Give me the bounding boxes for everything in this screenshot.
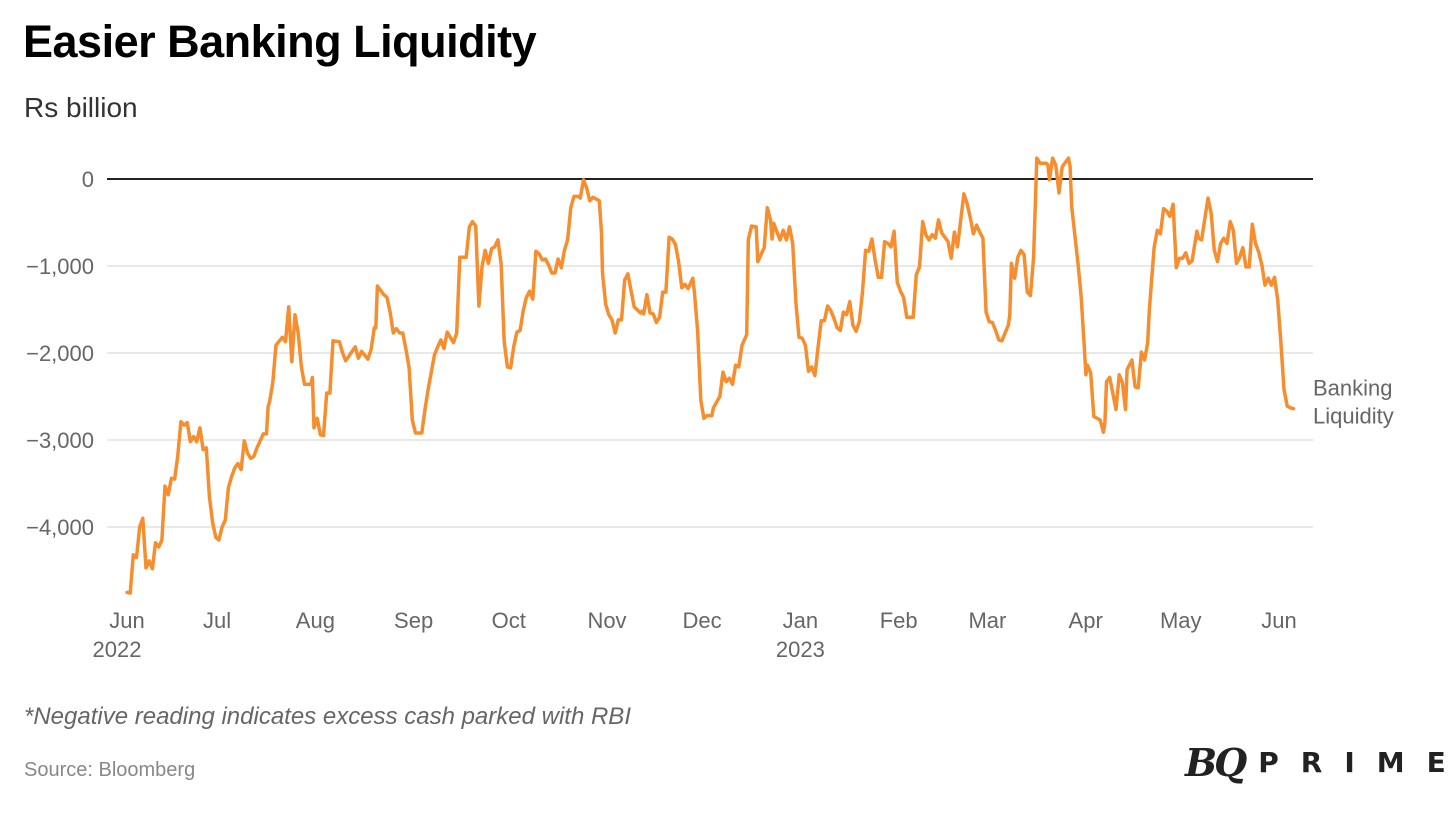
- x-axis-tick-labels: Jun 2022 Jul Aug Sep Oct Nov Dec Jan 2023 Feb Mar Ap…: [93, 608, 1297, 662]
- y-tick-label: −2,000: [26, 341, 94, 366]
- chart-subtitle: Rs billion: [24, 92, 138, 123]
- gridlines: [107, 178, 1313, 528]
- series-line-banking-liquidity: [125, 156, 1296, 595]
- x-tick-label: May: [1160, 608, 1202, 633]
- series-label: Liquidity: [1313, 404, 1394, 429]
- y-axis-tick-labels: 0 −1,000 −2,000 −3,000 −4,000: [26, 167, 94, 540]
- x-tick-label: Dec: [683, 608, 722, 633]
- x-tick-label: Apr: [1069, 608, 1103, 633]
- source-note: Source: Bloomberg: [24, 759, 196, 781]
- x-tick-label: Sep: [394, 608, 433, 633]
- x-tick-label: Aug: [296, 608, 335, 633]
- series-label: Banking: [1313, 376, 1393, 401]
- y-tick-label: −1,000: [26, 254, 94, 279]
- x-tick-label: Jun: [109, 608, 144, 633]
- chart-title: Easier Banking Liquidity: [23, 16, 537, 67]
- y-tick-label: −4,000: [26, 515, 94, 540]
- x-tick-year-label: 2023: [776, 637, 825, 662]
- series-labels: Banking Liquidity: [1313, 376, 1394, 429]
- x-tick-label: Mar: [968, 608, 1006, 633]
- x-tick-label: Nov: [587, 608, 626, 633]
- y-tick-label: −3,000: [26, 428, 94, 453]
- x-tick-label: Jan: [783, 608, 818, 633]
- footnote: *Negative reading indicates excess cash …: [24, 703, 631, 730]
- x-tick-label: Jun: [1261, 608, 1296, 633]
- x-tick-year-label: 2022: [93, 637, 142, 662]
- logo-mark: BQ: [1185, 740, 1247, 785]
- y-tick-label: 0: [82, 167, 94, 192]
- series-lines: [125, 156, 1296, 595]
- bq-prime-logo: BQ PRIME: [1185, 740, 1448, 785]
- x-tick-label: Feb: [880, 608, 918, 633]
- logo-word: PRIME: [1258, 746, 1448, 779]
- x-tick-label: Jul: [203, 608, 231, 633]
- x-tick-label: Oct: [492, 608, 526, 633]
